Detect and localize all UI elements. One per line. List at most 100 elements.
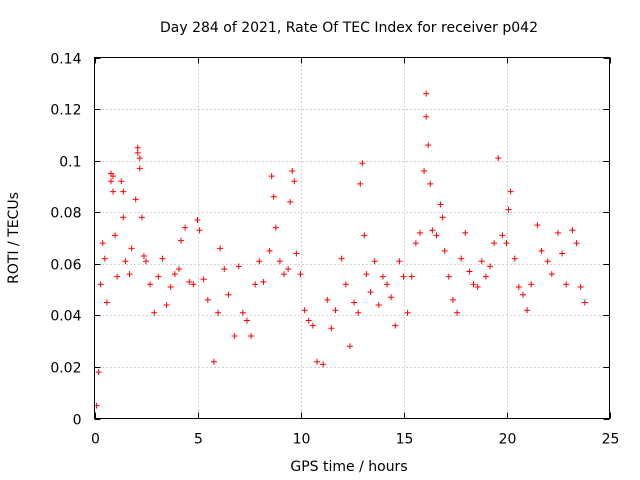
data-point <box>581 299 588 306</box>
data-point <box>367 289 374 296</box>
data-point <box>495 155 502 162</box>
x-tick-label: 0 <box>91 432 100 448</box>
data-point <box>110 173 117 180</box>
data-point <box>190 281 197 288</box>
data-point <box>204 296 211 303</box>
data-point <box>515 283 522 290</box>
chart-title: Day 284 of 2021, Rate Of TEC Index for r… <box>160 20 538 36</box>
data-point <box>200 276 207 283</box>
data-point <box>270 193 277 200</box>
data-point <box>569 227 576 234</box>
data-point <box>423 113 430 120</box>
data-point <box>120 214 127 221</box>
data-point <box>462 229 469 236</box>
data-point <box>538 247 545 254</box>
data-point <box>291 178 298 185</box>
data-point <box>118 178 125 185</box>
data-point <box>114 273 121 280</box>
data-point <box>239 309 246 316</box>
data-point <box>112 232 119 239</box>
data-point <box>122 258 129 265</box>
data-point <box>474 283 481 290</box>
data-point <box>324 296 331 303</box>
data-point <box>470 281 477 288</box>
data-point <box>268 173 275 180</box>
x-tick-label: 10 <box>293 432 311 448</box>
y-tick-label: 0.04 <box>50 309 81 325</box>
data-point <box>305 317 312 324</box>
data-point <box>293 250 300 257</box>
data-point <box>101 255 108 262</box>
data-point <box>388 294 395 301</box>
data-point <box>147 281 154 288</box>
data-point <box>332 307 339 314</box>
data-point <box>248 332 255 339</box>
data-point <box>573 240 580 247</box>
data-point <box>217 245 224 252</box>
data-point <box>445 273 452 280</box>
data-point <box>143 258 149 265</box>
data-point <box>182 224 189 231</box>
data-point <box>433 232 440 239</box>
data-point <box>429 227 436 234</box>
data-point <box>243 317 250 324</box>
y-axis: 0 0.02 0.04 0.06 0.08 0.1 0.12 0.14 <box>50 52 610 429</box>
data-point <box>359 160 366 167</box>
data-point <box>289 167 296 174</box>
data-point <box>519 291 526 298</box>
data-point <box>544 258 551 265</box>
data-point <box>313 358 320 365</box>
data-point <box>235 263 242 270</box>
data-point <box>159 255 166 262</box>
y-tick-label: 0.08 <box>50 206 81 222</box>
data-point <box>260 278 267 285</box>
data-point <box>136 155 143 162</box>
data-point <box>371 258 378 265</box>
grid-lines <box>94 57 610 419</box>
data-point <box>231 332 238 339</box>
data-point <box>505 206 512 213</box>
data-point <box>272 224 279 231</box>
data-point <box>449 296 456 303</box>
data-point <box>441 247 448 254</box>
data-point <box>577 283 584 290</box>
y-tick-label: 0.14 <box>50 52 81 68</box>
data-point <box>338 255 345 262</box>
data-point <box>163 302 170 309</box>
data-point <box>524 307 531 314</box>
data-point <box>107 178 114 185</box>
data-point <box>225 291 232 298</box>
data-point <box>285 265 292 272</box>
data-point <box>427 180 434 187</box>
data-point <box>266 247 273 254</box>
x-axis-label: GPS time / hours <box>290 459 407 475</box>
data-point <box>396 258 403 265</box>
data-point <box>425 142 432 149</box>
data-point <box>421 167 428 174</box>
data-point <box>439 214 446 221</box>
data-point <box>404 309 411 316</box>
data-point <box>559 250 566 257</box>
data-point <box>478 258 485 265</box>
data-point <box>301 307 308 314</box>
x-tick-label: 5 <box>194 432 203 448</box>
data-point <box>503 240 510 247</box>
data-point <box>128 245 135 252</box>
data-point <box>491 240 498 247</box>
data-point <box>528 281 535 288</box>
data-point <box>120 188 127 195</box>
data-point <box>103 299 110 306</box>
data-point <box>210 358 217 365</box>
data-point <box>328 325 335 332</box>
y-axis-label: ROTI / TECUs <box>6 192 22 284</box>
data-point <box>384 281 391 288</box>
data-point <box>138 214 145 221</box>
data-point <box>423 90 430 97</box>
x-tick-label: 15 <box>396 432 414 448</box>
data-point <box>196 227 203 234</box>
data-point <box>132 196 139 203</box>
data-point <box>297 271 304 278</box>
data-point <box>155 273 162 280</box>
data-point <box>99 240 106 247</box>
